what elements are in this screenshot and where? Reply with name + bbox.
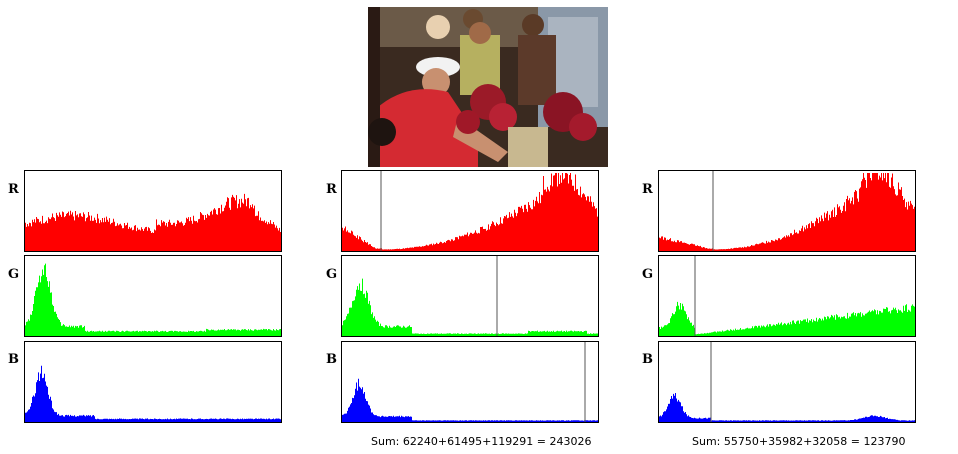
panel-1-g-histogram xyxy=(24,255,282,337)
histogram-plot xyxy=(25,263,281,336)
panel-3-r-label: R xyxy=(642,182,653,197)
panel-1-b-label: B xyxy=(8,352,19,367)
panel-3-r-histogram xyxy=(658,170,916,252)
histogram-area xyxy=(659,393,915,422)
panel-3-b-label: B xyxy=(642,352,653,367)
histogram-plot xyxy=(659,171,915,251)
panel-2-b-histogram xyxy=(341,341,599,423)
histogram-plot xyxy=(659,342,915,422)
histogram-area xyxy=(659,173,915,251)
histogram-area xyxy=(342,173,598,251)
panel-1-r-histogram xyxy=(24,170,282,252)
panel-3-b-histogram xyxy=(658,341,916,423)
panel-1-r-label: R xyxy=(8,182,19,197)
histogram-area xyxy=(342,378,598,422)
flower-market-photo xyxy=(368,7,608,167)
histogram-area xyxy=(25,193,281,251)
panel-2-r-histogram xyxy=(341,170,599,252)
histogram-area xyxy=(659,301,915,336)
panel-3-sum: Sum: 55750+35982+32058 = 123790 xyxy=(692,435,906,448)
histogram-plot xyxy=(342,342,598,422)
histogram-plot xyxy=(25,193,281,251)
histogram-plot xyxy=(342,171,598,251)
histogram-plot xyxy=(659,256,915,336)
histogram-area xyxy=(342,278,598,336)
histogram-plot xyxy=(25,365,281,422)
panel-2-b-label: B xyxy=(326,352,337,367)
panel-2-r-label: R xyxy=(326,182,337,197)
panel-1-b-histogram xyxy=(24,341,282,423)
histogram-plot xyxy=(342,256,598,336)
panel-2-g-label: G xyxy=(326,267,338,282)
panel-1-g-label: G xyxy=(8,267,20,282)
panel-3-g-histogram xyxy=(658,255,916,337)
panel-3-g-label: G xyxy=(642,267,654,282)
histogram-area xyxy=(25,263,281,336)
panel-2-sum: Sum: 62240+61495+119291 = 243026 xyxy=(371,435,592,448)
photo-illustration xyxy=(368,7,608,167)
panel-2-g-histogram xyxy=(341,255,599,337)
histogram-area xyxy=(25,365,281,422)
